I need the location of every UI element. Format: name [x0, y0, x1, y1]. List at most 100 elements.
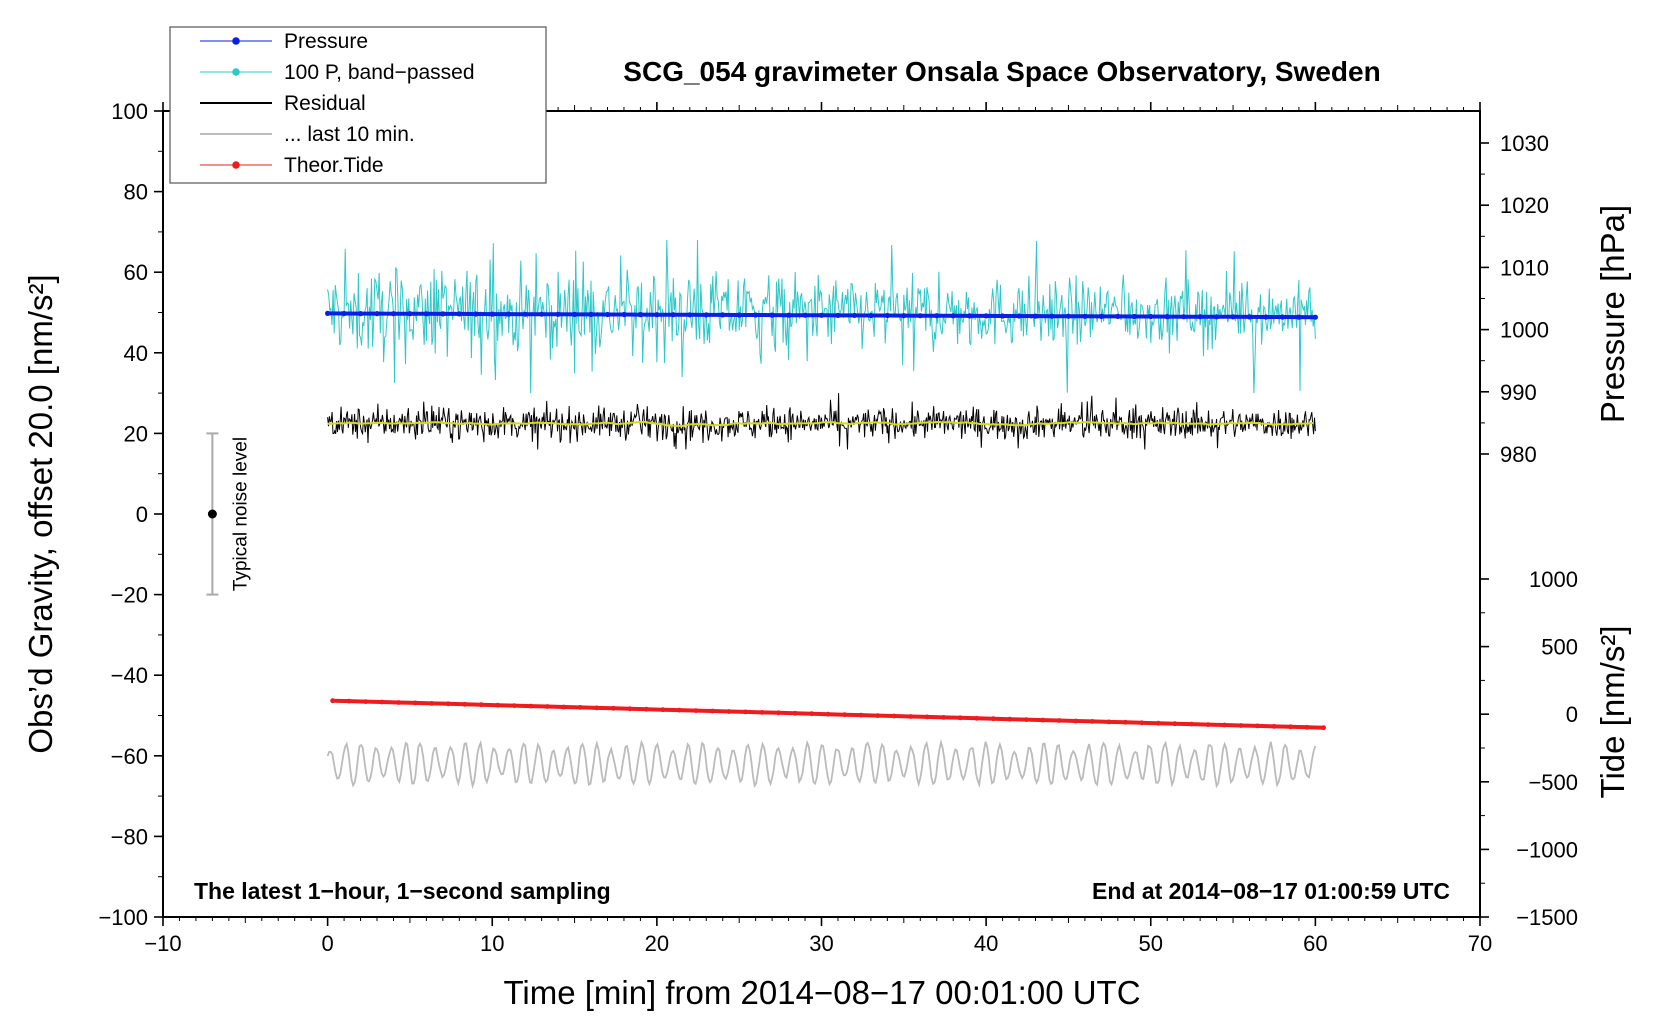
series-pressure	[325, 310, 1318, 320]
y-tick-label: −40	[111, 663, 148, 688]
series-pressure-point	[670, 312, 676, 318]
series-pressure-point	[588, 311, 594, 317]
series-pressure-point	[1065, 313, 1071, 319]
series-pressure-point	[473, 311, 479, 317]
series-tide-point	[710, 708, 715, 714]
y-tick-label: 20	[124, 421, 148, 446]
series-tide-point	[462, 701, 468, 707]
y-tick-label: −80	[111, 824, 148, 849]
x-tick-label: −10	[144, 931, 181, 956]
series-pressure-point	[818, 312, 825, 318]
series-pressure-point	[1164, 314, 1170, 320]
pressure-tick-label: 990	[1500, 380, 1537, 405]
series-tide-point	[957, 715, 963, 721]
series-tide-point	[594, 705, 600, 711]
x-tick-label: 70	[1468, 931, 1492, 956]
tide-tick-label: −1500	[1516, 905, 1578, 930]
series-tide-point	[792, 710, 798, 716]
series-pressure-point	[1098, 313, 1104, 319]
series-tide-point	[1255, 723, 1260, 729]
series-pressure-point	[358, 311, 364, 317]
series-tide-point	[644, 706, 649, 712]
series-pressure-point	[835, 312, 841, 318]
series-pressure-point	[1197, 314, 1203, 320]
legend-label: 100 P, band−passed	[284, 61, 475, 84]
series-pressure-point	[1131, 313, 1137, 320]
series-tide-point	[776, 710, 781, 716]
legend-swatch-marker	[232, 37, 240, 45]
series-tide-point	[495, 702, 501, 708]
series-tide-point	[330, 698, 335, 704]
legend-label: Pressure	[284, 30, 368, 53]
series-pressure-point	[522, 311, 528, 317]
y-tick-label: −60	[111, 744, 148, 769]
series-pressure-point	[341, 310, 347, 317]
y-tick-label: 40	[124, 341, 148, 366]
series-tide-point	[627, 706, 633, 712]
y-axis-pressure-label: Pressure [hPa]	[1594, 205, 1631, 423]
series-pressure-point	[374, 311, 380, 317]
tide-tick-label: −1000	[1516, 837, 1578, 862]
series-tide-point	[379, 699, 385, 705]
series-tide-point	[611, 705, 616, 711]
series-bandpassed-line	[327, 239, 1316, 394]
series-last10-line	[326, 738, 1317, 790]
series-tide-point	[908, 714, 914, 719]
series-tide-point	[1205, 722, 1211, 727]
series-tide	[330, 698, 1326, 731]
series-pressure-point	[1049, 313, 1055, 319]
series-tide-point	[660, 707, 666, 713]
series-pressure-point	[555, 311, 561, 317]
series-pressure-point	[687, 312, 693, 318]
series-pressure-point	[1214, 314, 1220, 320]
series-pressure-point	[440, 311, 446, 317]
noise-indicator: Typical noise level	[206, 432, 251, 596]
y-axis-tide-label: Tide [nm/s²]	[1594, 626, 1631, 799]
series-tide-point	[858, 712, 864, 718]
series-tide-point	[445, 701, 451, 707]
series-tide-point	[1271, 724, 1277, 729]
series-tide-point	[1222, 722, 1227, 728]
series-tide-point	[1139, 720, 1145, 726]
x-tick-label: 10	[480, 931, 504, 956]
pressure-tick-label: 1000	[1500, 318, 1549, 343]
series-pressure-point	[1279, 314, 1286, 320]
series-pressure-point	[1115, 313, 1121, 319]
series-tide-point	[396, 700, 401, 705]
series-pressure-point	[1312, 314, 1318, 320]
series-tide-point	[693, 708, 699, 713]
series-pressure-point	[769, 312, 775, 318]
series-pressure-point	[572, 311, 578, 317]
series-tide-point	[1056, 718, 1062, 723]
series-pressure-point	[1000, 313, 1006, 319]
series-pressure-point	[1032, 313, 1039, 319]
tide-tick-label: 0	[1566, 702, 1578, 727]
series-tide-point	[1238, 723, 1244, 728]
series-pressure-point	[802, 312, 808, 318]
legend-swatch-marker	[232, 161, 240, 169]
series-tide-point	[809, 711, 814, 717]
series-tide-point	[346, 698, 352, 704]
y-axis-left-label: Obs’d Gravity, offset 20.0 [nm/s²]	[22, 274, 59, 753]
series-pressure-point	[934, 313, 940, 319]
legend-item: Residual	[200, 92, 366, 115]
series-layer	[325, 239, 1326, 790]
series-tide-point	[577, 705, 583, 710]
series-tide-point	[875, 713, 880, 718]
x-axis-label: Time [min] from 2014−08−17 00:01:00 UTC	[503, 974, 1140, 1011]
series-pressure-point	[506, 311, 512, 317]
x-tick-label: 50	[1139, 931, 1163, 956]
series-tide-point	[1156, 720, 1161, 726]
series-pressure-point	[456, 311, 462, 317]
series-tide-point	[363, 699, 368, 704]
y-tick-label: 0	[136, 502, 148, 527]
series-tide-point	[974, 715, 980, 721]
series-pressure-point	[950, 313, 956, 319]
noise-label: Typical noise level	[230, 437, 251, 591]
legend-box	[169, 26, 547, 184]
series-pressure-point	[1230, 314, 1236, 320]
pressure-tick-label: 1030	[1500, 131, 1549, 156]
y-axis-tide: −1500 −1000 −500 0 500 1000	[1480, 567, 1578, 930]
series-tide-point	[1073, 718, 1079, 724]
